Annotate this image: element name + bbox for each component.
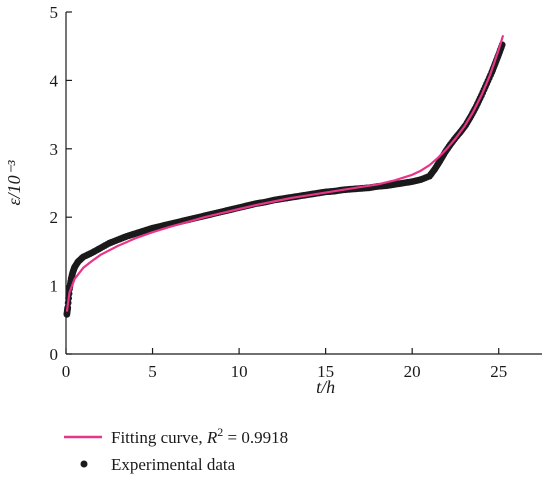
legend-fit-label: Fitting curve, R2 = 0.9918: [111, 425, 288, 447]
y-tick-label: 5: [50, 3, 59, 22]
x-tick-label: 10: [231, 362, 248, 381]
legend-exp-swatch: [80, 460, 88, 468]
x-ticks: 0 5 10 15 20 25: [62, 348, 507, 381]
legend-exp-label: Experimental data: [111, 455, 236, 474]
y-tick-label: 4: [50, 71, 59, 90]
y-ticks: 0 1 2 3 4 5: [50, 3, 72, 364]
legend-fit-prefix: Fitting curve,: [111, 428, 207, 447]
legend-fit-sup: 2: [217, 425, 223, 439]
x-tick-label: 20: [404, 362, 421, 381]
x-tick-label: 5: [148, 362, 157, 381]
y-tick-label: 0: [50, 345, 59, 364]
legend: Fitting curve, R2 = 0.9918 Experimental …: [64, 425, 288, 474]
fitting-curve-series: [65, 34, 505, 312]
legend-fit-r: R: [206, 428, 218, 447]
y-tick-label: 3: [50, 140, 59, 159]
legend-fit-value: = 0.9918: [223, 428, 288, 447]
x-axis-title: t/h: [316, 377, 335, 397]
y-tick-label: 1: [50, 277, 59, 296]
fitting-curve-line: [65, 34, 505, 312]
x-tick-label: 15: [317, 362, 334, 381]
x-tick-label: 0: [62, 362, 71, 381]
y-tick-label: 2: [50, 208, 59, 227]
experimental-data-series: [63, 41, 506, 318]
x-tick-label: 25: [490, 362, 507, 381]
axes: [65, 12, 542, 355]
y-axis-title: ε/10⁻³: [4, 160, 24, 206]
